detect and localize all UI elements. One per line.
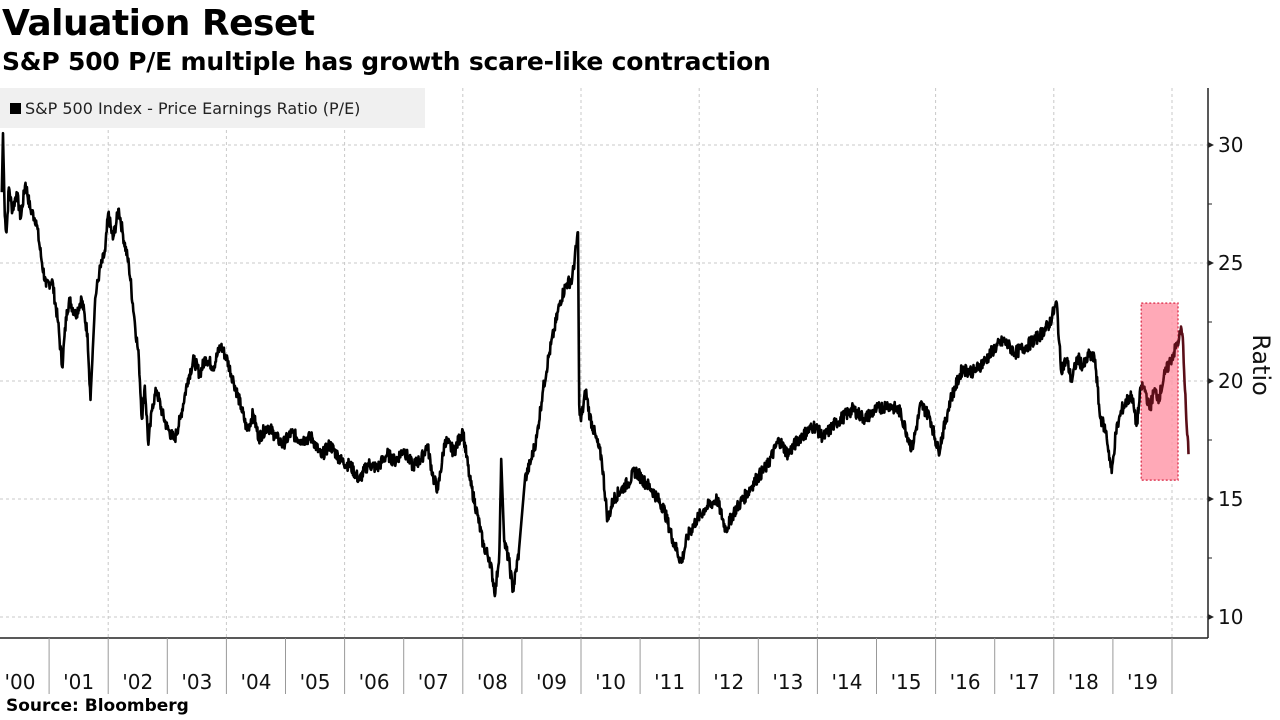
y-tick-label: 30 xyxy=(1218,133,1243,157)
y-tick-mark xyxy=(1208,614,1214,620)
x-tick-label: '12 xyxy=(713,670,744,694)
x-tick-label: '11 xyxy=(654,670,685,694)
x-tick-label: '16 xyxy=(950,670,981,694)
chart-subtitle: S&P 500 P/E multiple has growth scare-li… xyxy=(2,47,771,76)
y-axis-ticks: 10 15 20 25 30 xyxy=(1208,133,1243,629)
y-tick-label: 20 xyxy=(1218,369,1243,393)
legend-swatch xyxy=(10,102,21,114)
x-tick-label: '06 xyxy=(359,670,390,694)
axes xyxy=(0,88,1209,639)
x-tick-label: '07 xyxy=(418,670,449,694)
y-tick-mark xyxy=(1208,260,1214,266)
legend: S&P 500 Index - Price Earnings Ratio (P/… xyxy=(0,88,425,128)
x-axis-ticks: '00 '01 '02 '03 '04 '05 '06 '07 '08 '09 '10 '11 '12 '… xyxy=(5,638,1173,694)
x-tick-label: '02 xyxy=(122,670,153,694)
y-tick-label: 15 xyxy=(1218,487,1243,511)
x-tick-label: '03 xyxy=(181,670,212,694)
y-tick-mark xyxy=(1208,142,1214,148)
x-tick-label: '18 xyxy=(1068,670,1099,694)
grid-lines xyxy=(0,88,1208,638)
y-axis-label: Ratio xyxy=(1247,334,1275,396)
x-tick-label: '19 xyxy=(1127,670,1158,694)
source-note: Source: Bloomberg xyxy=(6,696,189,716)
series-line-group xyxy=(0,131,1190,598)
y-tick-label: 25 xyxy=(1218,251,1243,275)
x-tick-label: '10 xyxy=(595,670,626,694)
x-tick-label: '09 xyxy=(536,670,567,694)
chart-title: Valuation Reset xyxy=(2,3,315,44)
x-tick-label: '15 xyxy=(891,670,922,694)
y-tick-mark xyxy=(1208,378,1214,384)
x-tick-label: '00 xyxy=(5,670,36,694)
series-line xyxy=(0,131,1144,598)
x-tick-label: '13 xyxy=(772,670,803,694)
x-tick-label: '08 xyxy=(477,670,508,694)
legend-label: S&P 500 Index - Price Earnings Ratio (P/… xyxy=(25,98,361,118)
x-tick-label: '04 xyxy=(240,670,271,694)
y-tick-label: 10 xyxy=(1218,605,1243,629)
x-tick-label: '14 xyxy=(831,670,862,694)
x-tick-label: '17 xyxy=(1009,670,1040,694)
x-tick-label: '01 xyxy=(63,670,94,694)
x-tick-label: '05 xyxy=(300,670,331,694)
y-tick-mark xyxy=(1208,496,1214,502)
series-line-highlighted xyxy=(1140,325,1190,455)
